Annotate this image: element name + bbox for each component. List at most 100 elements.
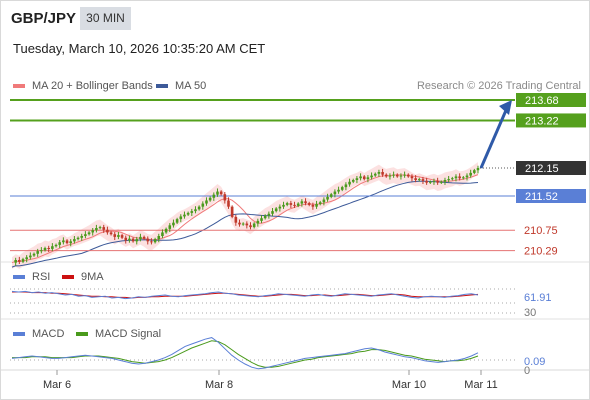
candle-body: [274, 208, 278, 212]
candle-body: [109, 232, 113, 235]
candle-body: [29, 255, 32, 258]
level-label-support: 210.29: [524, 246, 558, 258]
rsi-axis-label: 30: [524, 307, 536, 319]
candle-body: [25, 257, 28, 260]
rsi-swatch: [13, 275, 25, 279]
candle-body: [21, 259, 25, 262]
candle-body: [403, 174, 406, 176]
candle-body: [18, 260, 21, 262]
candle-body: [318, 202, 322, 204]
candle-body: [227, 200, 230, 207]
candle-body: [436, 180, 439, 183]
legend-macd-signal-label: MACD Signal: [95, 328, 162, 340]
macd-line: [11, 337, 479, 370]
candle-body: [76, 237, 80, 240]
candle-body: [142, 236, 146, 239]
symbol-title: GBP/JPY: [11, 10, 77, 27]
macd-axis-label: 0: [524, 365, 530, 377]
candle-body: [406, 174, 410, 177]
candle-body: [311, 204, 315, 207]
candle-body: [234, 216, 238, 223]
candle-body: [150, 241, 153, 243]
candle-body: [139, 236, 142, 240]
candle-body: [62, 240, 65, 243]
candle-body: [157, 236, 161, 240]
x-tick-label: Mar 11: [464, 379, 497, 391]
candle-body: [201, 203, 205, 207]
candle-body: [307, 203, 311, 205]
candle-body: [249, 225, 252, 228]
candle-body: [219, 191, 223, 195]
candle-body: [40, 250, 43, 252]
candle-body: [43, 248, 47, 251]
candle-body: [293, 204, 296, 206]
candle-body: [370, 175, 373, 178]
legend-macd-signal: MACD Signal: [76, 328, 161, 340]
legend-macd: MACD: [13, 328, 64, 340]
candle-body: [58, 242, 62, 245]
candle-body: [395, 174, 399, 177]
candle-body: [428, 181, 432, 183]
candle-body: [458, 176, 461, 179]
candle-body: [289, 203, 293, 205]
candle-body: [469, 172, 472, 176]
candle-body: [462, 177, 465, 179]
candle-body: [205, 200, 208, 204]
candle-body: [344, 184, 348, 188]
macd-value-label: 0.09: [524, 356, 545, 368]
candle-body: [410, 176, 414, 179]
candle-body: [271, 211, 274, 214]
candle-body: [329, 194, 333, 197]
legend-ma20-label: MA 20 + Bollinger Bands: [32, 80, 153, 92]
candle-body: [454, 176, 458, 179]
candle-body: [263, 215, 267, 219]
macd-swatch: [13, 332, 25, 336]
candle-body: [348, 181, 351, 185]
candle-body: [451, 178, 454, 180]
candle-body: [366, 177, 370, 180]
candle-body: [417, 179, 421, 181]
candle-body: [84, 234, 87, 236]
timeframe-badge[interactable]: 30 MIN: [80, 7, 131, 30]
candle-body: [432, 180, 436, 182]
candle-body: [425, 180, 428, 183]
legend-rsi: RSI: [13, 271, 50, 283]
candle-body: [384, 174, 388, 177]
candle-body: [359, 176, 362, 179]
candle-body: [282, 204, 285, 207]
x-tick-label: Mar 8: [205, 379, 233, 391]
level-tag-pivot: [516, 189, 586, 203]
candle-body: [113, 234, 117, 237]
candle-body: [355, 178, 359, 180]
candle-body: [260, 218, 263, 221]
candle-body: [267, 213, 271, 216]
legend-ma50-label: MA 50: [175, 80, 207, 92]
candle-body: [388, 175, 392, 177]
candle-body: [304, 201, 307, 204]
candle-body: [373, 173, 377, 176]
candle-body: [186, 212, 190, 215]
candle-body: [296, 203, 300, 206]
ma20-line: [11, 174, 479, 264]
candle-body: [212, 194, 216, 198]
candle-body: [333, 191, 337, 195]
candle-body: [80, 236, 84, 238]
candle-body: [447, 179, 450, 181]
candle-body: [256, 220, 260, 224]
candle-body: [124, 237, 128, 241]
legend-rsi-ma: 9MA: [62, 271, 104, 283]
x-tick-label: Mar 10: [392, 379, 426, 391]
candle-body: [131, 238, 135, 242]
candle-body: [183, 214, 186, 217]
level-label-target: 213.68: [525, 95, 559, 107]
candle-body: [197, 206, 201, 210]
candle-body: [300, 201, 304, 204]
candle-body: [399, 175, 403, 177]
candle-body: [95, 228, 98, 231]
candle-body: [194, 209, 197, 212]
level-tag-target: [516, 113, 586, 128]
candle-body: [54, 244, 58, 247]
candle-body: [381, 172, 384, 175]
candle-body: [216, 191, 219, 195]
candle-body: [14, 260, 17, 263]
